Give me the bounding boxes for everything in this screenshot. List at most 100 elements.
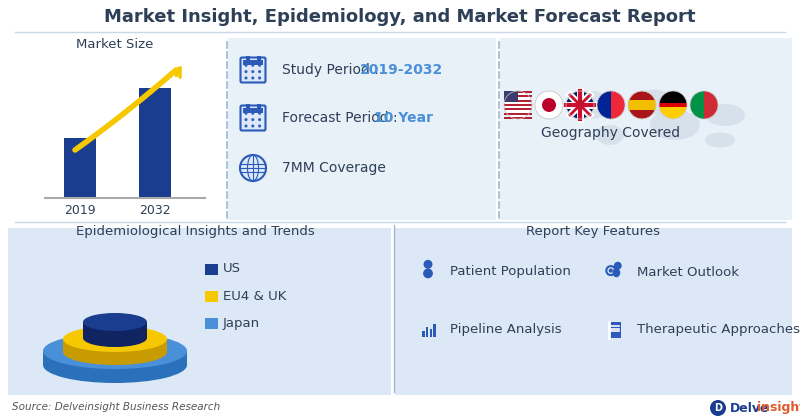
Bar (257, 56, 261, 61)
Bar (504, 91, 518, 102)
Bar (504, 100, 532, 102)
Bar (205, 264, 218, 275)
Bar (83, 323, 147, 324)
Circle shape (628, 91, 656, 119)
Text: Study Period :: Study Period : (282, 63, 383, 77)
FancyBboxPatch shape (8, 38, 223, 220)
Bar (83, 324, 147, 325)
Bar (83, 335, 147, 336)
Bar (83, 336, 147, 337)
Bar (63, 346, 167, 347)
Bar (83, 331, 147, 332)
Ellipse shape (705, 104, 745, 126)
Bar (43, 358, 187, 359)
Text: US: US (223, 262, 241, 276)
Circle shape (258, 124, 261, 128)
Circle shape (245, 70, 247, 73)
Bar (43, 356, 187, 357)
Ellipse shape (83, 313, 147, 331)
Text: 2019-2032: 2019-2032 (360, 63, 443, 77)
Circle shape (710, 400, 726, 416)
Bar (43, 359, 187, 360)
Circle shape (504, 91, 532, 119)
Circle shape (423, 260, 433, 269)
Bar (43, 352, 187, 353)
Ellipse shape (423, 268, 433, 278)
FancyBboxPatch shape (500, 38, 792, 220)
Bar (43, 351, 187, 352)
Bar (43, 362, 187, 363)
Bar (63, 341, 167, 342)
Circle shape (535, 91, 563, 119)
Bar (504, 113, 532, 115)
Bar (43, 353, 187, 354)
Circle shape (251, 112, 254, 115)
Ellipse shape (638, 89, 673, 115)
Bar (504, 91, 532, 93)
Text: Forecast Period :: Forecast Period : (282, 111, 402, 125)
Text: 2019: 2019 (64, 204, 96, 216)
Bar (63, 340, 167, 341)
Circle shape (251, 124, 254, 128)
Bar (628, 100, 656, 110)
Bar (43, 363, 187, 364)
Circle shape (251, 70, 254, 73)
Bar (243, 108, 263, 113)
Circle shape (566, 91, 594, 119)
Text: Pipeline Analysis: Pipeline Analysis (450, 323, 562, 336)
Circle shape (614, 262, 622, 270)
Bar (257, 104, 261, 109)
Circle shape (245, 124, 247, 128)
Text: EU4 & UK: EU4 & UK (223, 289, 286, 302)
Ellipse shape (43, 347, 187, 383)
Text: Therapeutic Approaches: Therapeutic Approaches (637, 323, 800, 336)
Bar (83, 330, 147, 331)
Bar (43, 360, 187, 361)
Circle shape (258, 70, 261, 73)
Bar (43, 354, 187, 355)
Text: 10 Year: 10 Year (374, 111, 433, 125)
Bar (504, 117, 532, 119)
Bar (434, 324, 436, 337)
Bar (63, 345, 167, 346)
Circle shape (659, 91, 687, 119)
Bar (422, 331, 425, 337)
FancyBboxPatch shape (395, 228, 792, 395)
Bar (63, 350, 167, 351)
Text: Delve: Delve (730, 402, 770, 415)
Bar (63, 348, 167, 349)
Bar (83, 333, 147, 334)
Ellipse shape (63, 326, 167, 352)
Text: Market Outlook: Market Outlook (637, 265, 739, 278)
Text: Epidemiological Insights and Trends: Epidemiological Insights and Trends (76, 226, 314, 239)
Text: Market Insight, Epidemiology, and Market Forecast Report: Market Insight, Epidemiology, and Market… (104, 8, 696, 26)
Text: Japan: Japan (223, 317, 260, 330)
Bar (205, 291, 218, 302)
Bar (609, 322, 622, 338)
Text: 2032: 2032 (139, 204, 171, 216)
FancyBboxPatch shape (241, 58, 266, 82)
Bar (83, 325, 147, 326)
Bar (63, 342, 167, 343)
Text: Report Key Features: Report Key Features (526, 226, 660, 239)
Bar (246, 104, 250, 109)
Circle shape (542, 98, 556, 112)
Text: Source: Delveinsight Business Research: Source: Delveinsight Business Research (12, 402, 220, 412)
FancyBboxPatch shape (241, 105, 266, 131)
Wedge shape (659, 91, 687, 105)
Ellipse shape (613, 268, 620, 277)
Bar (504, 104, 532, 106)
Bar (63, 351, 167, 352)
Text: 7MM Coverage: 7MM Coverage (282, 161, 386, 175)
Circle shape (240, 155, 266, 181)
Bar (243, 60, 263, 65)
Circle shape (251, 76, 254, 79)
Wedge shape (597, 91, 611, 119)
Text: insight: insight (757, 402, 800, 415)
Bar (43, 357, 187, 358)
Bar (659, 103, 687, 107)
Bar (63, 344, 167, 345)
Bar (426, 327, 429, 337)
Bar (139, 88, 171, 198)
FancyBboxPatch shape (8, 228, 391, 395)
